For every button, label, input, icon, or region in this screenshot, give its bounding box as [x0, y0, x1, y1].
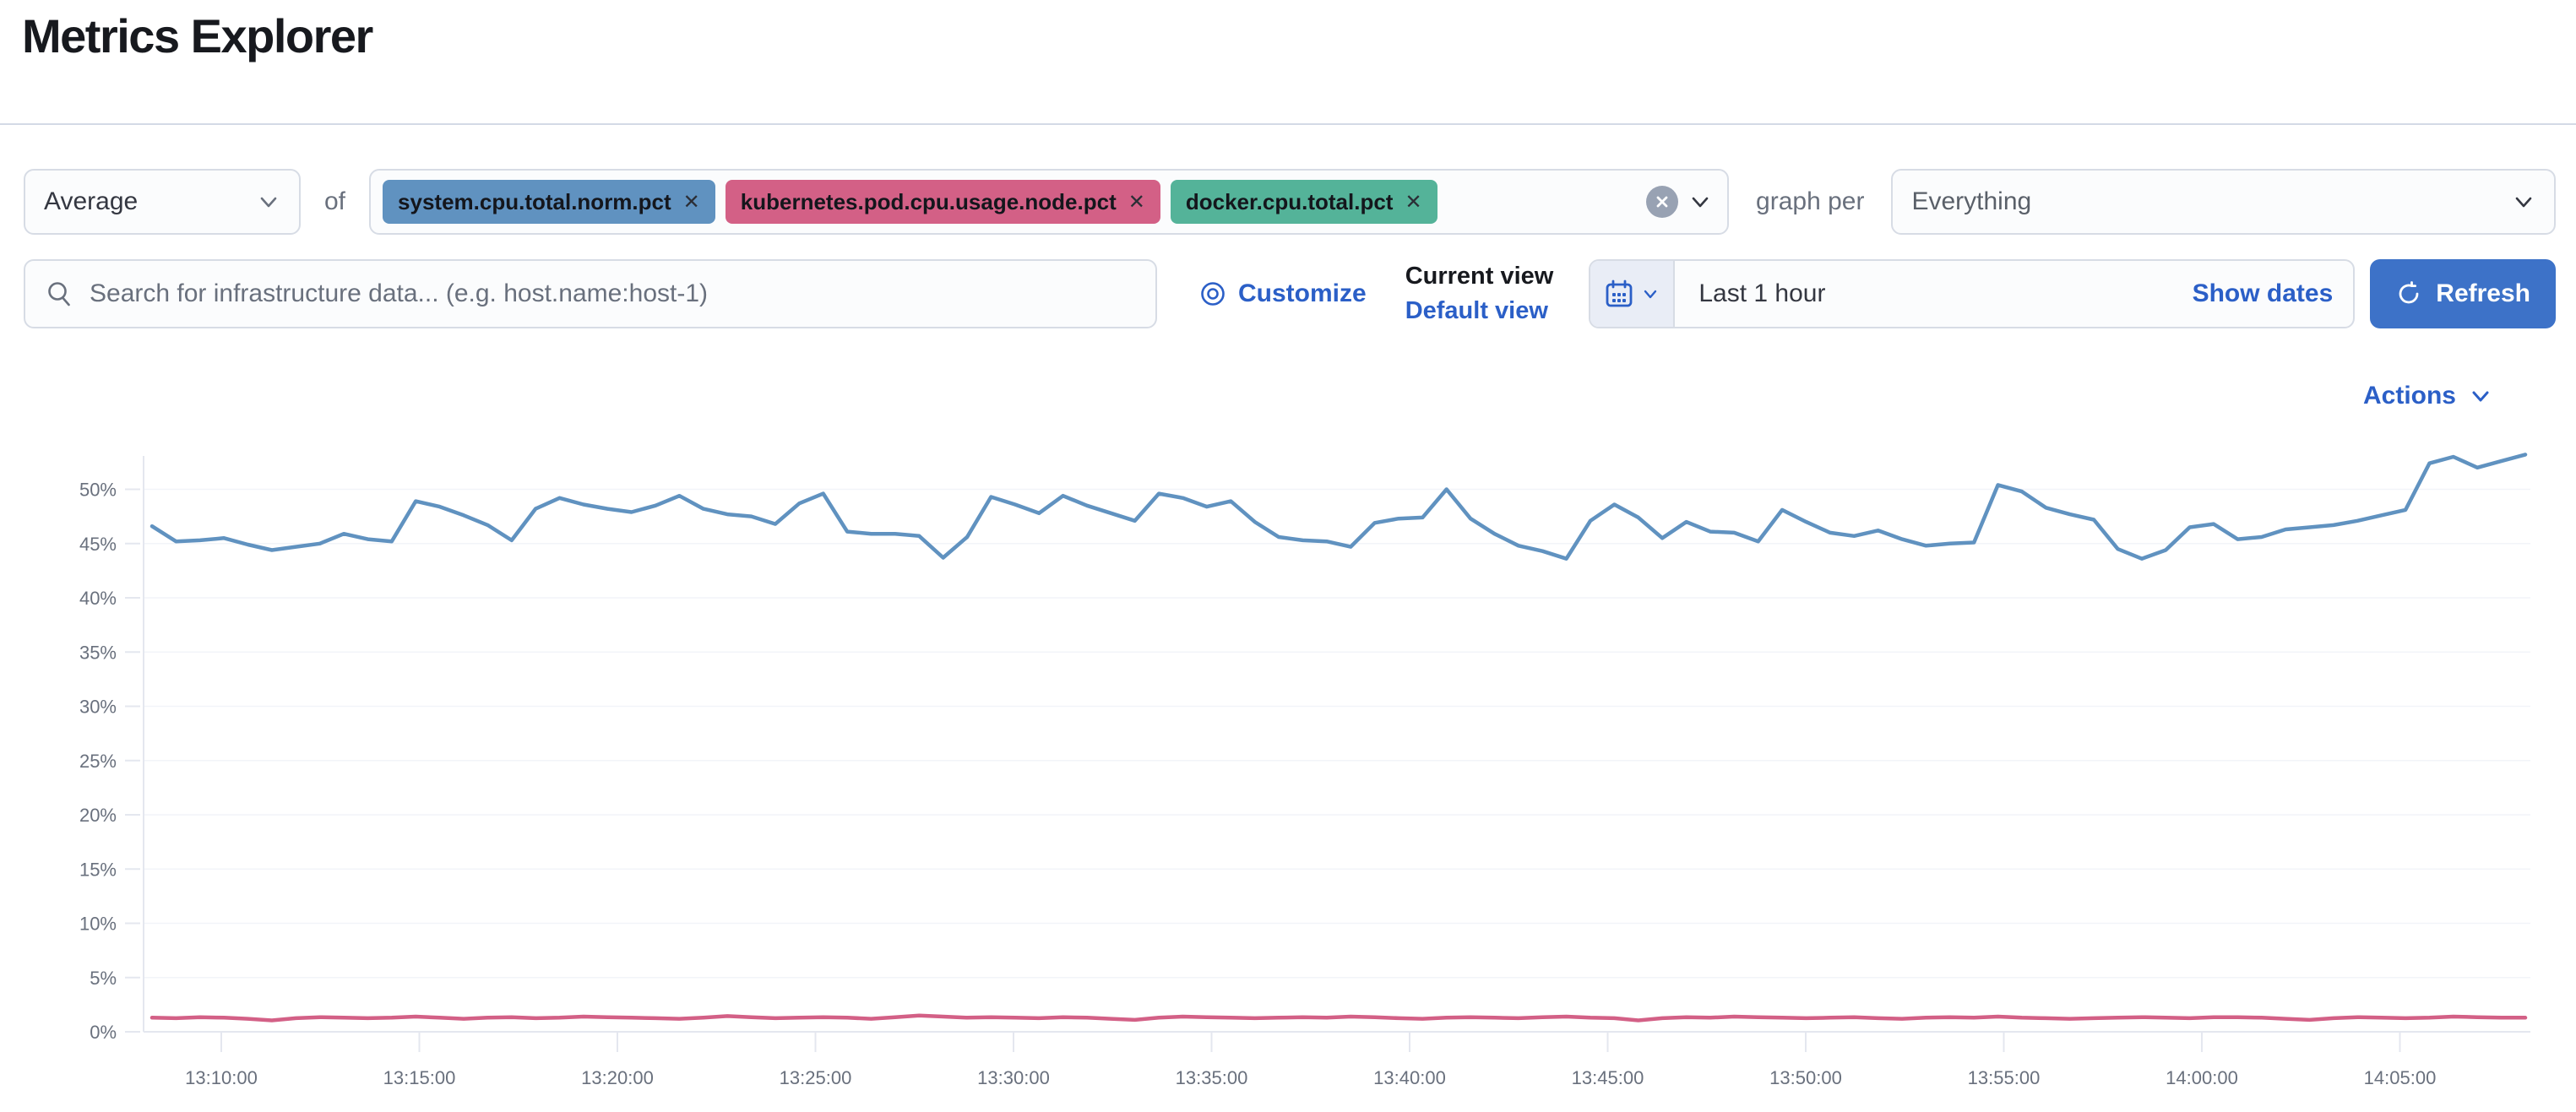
- search-icon: [48, 282, 70, 306]
- remove-metric-icon[interactable]: ✕: [1128, 190, 1145, 214]
- svg-text:10%: 10%: [79, 914, 117, 935]
- chevron-down-icon: [2515, 197, 2532, 208]
- svg-text:5%: 5%: [90, 968, 117, 989]
- svg-text:50%: 50%: [79, 480, 117, 501]
- default-view-link[interactable]: Default view: [1405, 297, 1548, 324]
- actions-label: Actions: [2362, 382, 2456, 410]
- svg-text:13:50:00: 13:50:00: [1769, 1067, 1842, 1088]
- metric-tag[interactable]: system.cpu.total.norm.pct ✕: [383, 180, 715, 224]
- svg-text:13:40:00: 13:40:00: [1373, 1067, 1446, 1088]
- clear-all-metrics-button[interactable]: [1646, 186, 1679, 218]
- refresh-icon: [2399, 281, 2419, 304]
- chevron-down-icon: [260, 197, 277, 208]
- search-input[interactable]: Search for infrastructure data... (e.g. …: [24, 259, 1157, 328]
- metric-tag-label: system.cpu.total.norm.pct: [398, 188, 671, 214]
- page-title: Metrics Explorer: [22, 9, 373, 62]
- svg-text:45%: 45%: [79, 534, 117, 555]
- actions-menu-button[interactable]: Actions: [2363, 382, 2493, 410]
- svg-text:13:10:00: 13:10:00: [185, 1067, 258, 1088]
- customize-label: Customize: [1238, 279, 1367, 307]
- of-label: of: [324, 187, 346, 215]
- chevron-down-icon: [2472, 391, 2489, 402]
- header-divider: [0, 123, 2576, 125]
- graph-per-label: graph per: [1756, 187, 1865, 215]
- metric-tag[interactable]: kubernetes.pod.cpu.usage.node.pct ✕: [725, 180, 1160, 224]
- metrics-chart[interactable]: 0% 5% 10% 15% 20% 25% 30% 35% 40% 45% 50% 13:10:00 1…: [0, 432, 2576, 1108]
- search-toolbar-row: Search for infrastructure data... (e.g. …: [24, 259, 2556, 328]
- show-dates-button[interactable]: Show dates: [2192, 279, 2334, 307]
- close-icon: [1656, 196, 1668, 208]
- date-picker: Last 1 hour Show dates: [1589, 259, 2356, 328]
- svg-text:13:30:00: 13:30:00: [977, 1067, 1050, 1088]
- aggregation-select[interactable]: Average: [24, 169, 301, 235]
- svg-text:0%: 0%: [90, 1022, 117, 1043]
- aggregation-value: Average: [44, 187, 139, 215]
- current-view-label: Current view: [1405, 263, 1554, 290]
- svg-text:20%: 20%: [79, 805, 117, 826]
- search-placeholder: Search for infrastructure data... (e.g. …: [90, 279, 709, 307]
- metric-tag[interactable]: docker.cpu.total.pct ✕: [1170, 180, 1437, 224]
- chevron-down-icon: [1644, 290, 1657, 299]
- customize-button[interactable]: Customize: [1199, 279, 1367, 308]
- svg-text:13:20:00: 13:20:00: [581, 1067, 654, 1088]
- metric-tag-label: docker.cpu.total.pct: [1185, 188, 1394, 214]
- refresh-button[interactable]: Refresh: [2370, 259, 2556, 328]
- svg-text:25%: 25%: [79, 751, 117, 772]
- graph-per-value: Everything: [1911, 187, 2032, 215]
- svg-text:35%: 35%: [79, 642, 117, 663]
- svg-text:13:55:00: 13:55:00: [1968, 1067, 2041, 1088]
- svg-text:30%: 30%: [79, 697, 117, 718]
- metrics-controls-row: Average of system.cpu.total.norm.pct ✕ k…: [24, 169, 2556, 235]
- eye-icon: [1201, 282, 1225, 306]
- date-picker-quick-menu-button[interactable]: [1590, 261, 1676, 327]
- svg-text:40%: 40%: [79, 588, 117, 609]
- refresh-label: Refresh: [2436, 279, 2530, 307]
- svg-text:14:05:00: 14:05:00: [2364, 1067, 2437, 1088]
- svg-text:13:25:00: 13:25:00: [780, 1067, 852, 1088]
- graph-per-select[interactable]: Everything: [1891, 169, 2556, 235]
- metrics-combobox[interactable]: system.cpu.total.norm.pct ✕ kubernetes.p…: [369, 169, 1730, 235]
- date-range-value[interactable]: Last 1 hour: [1698, 279, 1826, 307]
- remove-metric-icon[interactable]: ✕: [682, 190, 700, 214]
- calendar-icon: [1606, 279, 1633, 307]
- chevron-down-icon[interactable]: [1688, 190, 1712, 214]
- remove-metric-icon[interactable]: ✕: [1405, 190, 1422, 214]
- svg-text:14:00:00: 14:00:00: [2166, 1067, 2238, 1088]
- svg-text:15%: 15%: [79, 859, 117, 880]
- svg-text:13:35:00: 13:35:00: [1176, 1067, 1248, 1088]
- view-selector: Current view Default view: [1405, 262, 1554, 326]
- line-chart-canvas[interactable]: 0% 5% 10% 15% 20% 25% 30% 35% 40% 45% 50% 13:10:00 1…: [0, 432, 2576, 1108]
- svg-text:13:15:00: 13:15:00: [383, 1067, 456, 1088]
- metric-tag-label: kubernetes.pod.cpu.usage.node.pct: [740, 188, 1117, 214]
- svg-text:13:45:00: 13:45:00: [1572, 1067, 1644, 1088]
